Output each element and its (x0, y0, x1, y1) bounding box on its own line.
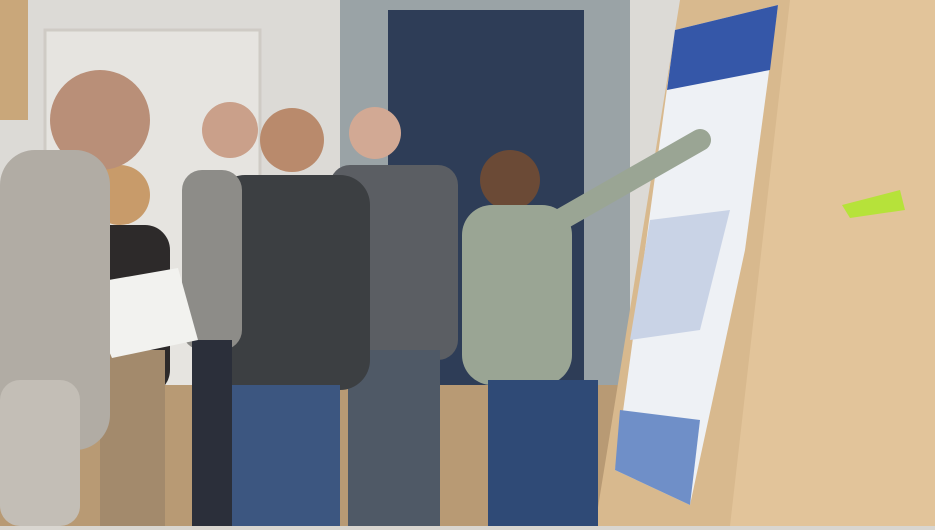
sticky-note (842, 190, 905, 218)
person-foreground (0, 70, 150, 526)
poster-footer (615, 410, 700, 505)
person-presenter (462, 129, 711, 526)
poster-header (667, 5, 778, 90)
poster-figure (630, 210, 730, 340)
person-bearded (215, 108, 370, 526)
wood-panel-left (0, 0, 28, 120)
wooden-board-right (730, 0, 935, 526)
person-glasses (182, 102, 258, 526)
